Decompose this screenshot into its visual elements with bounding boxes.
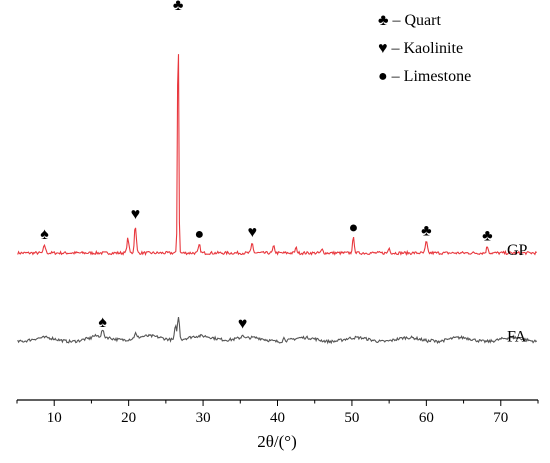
peak-marker: ♠ [98, 314, 107, 331]
series-line-fa [17, 317, 538, 345]
peak-marker: ● [349, 219, 359, 236]
legend: ♣ – Quart ♥ – Kaolinite ● – Limestone [378, 12, 471, 85]
series-label-gp: GP [507, 242, 528, 259]
peak-marker: ♠ [40, 226, 49, 243]
x-tick-label: 50 [344, 410, 359, 426]
x-tick-label: 70 [493, 410, 508, 426]
series-line-gp [17, 54, 538, 257]
x-tick-label: 20 [121, 410, 136, 426]
peak-marker: ● [195, 226, 205, 243]
peak-marker: ♥ [131, 206, 141, 223]
peak-marker: ♥ [238, 316, 248, 333]
peak-marker: ♣ [482, 227, 493, 244]
series-label-fa: FA [507, 329, 527, 346]
x-tick-label: 60 [419, 410, 434, 426]
legend-entry: ♣ – Quart [378, 12, 441, 29]
legend-entry: ● – Limestone [378, 68, 471, 85]
x-axis: 10 20 30 40 50 60 70 [16, 399, 539, 426]
peak-marker: ♣ [173, 0, 184, 14]
x-axis-title: 2θ/(°) [257, 432, 297, 451]
peak-marker: ♣ [421, 223, 432, 240]
peak-marker: ♥ [247, 224, 257, 241]
x-tick-label: 30 [196, 410, 211, 426]
x-tick-label: 10 [47, 410, 62, 426]
x-tick-label: 40 [270, 410, 285, 426]
legend-entry: ♥ – Kaolinite [378, 40, 463, 57]
